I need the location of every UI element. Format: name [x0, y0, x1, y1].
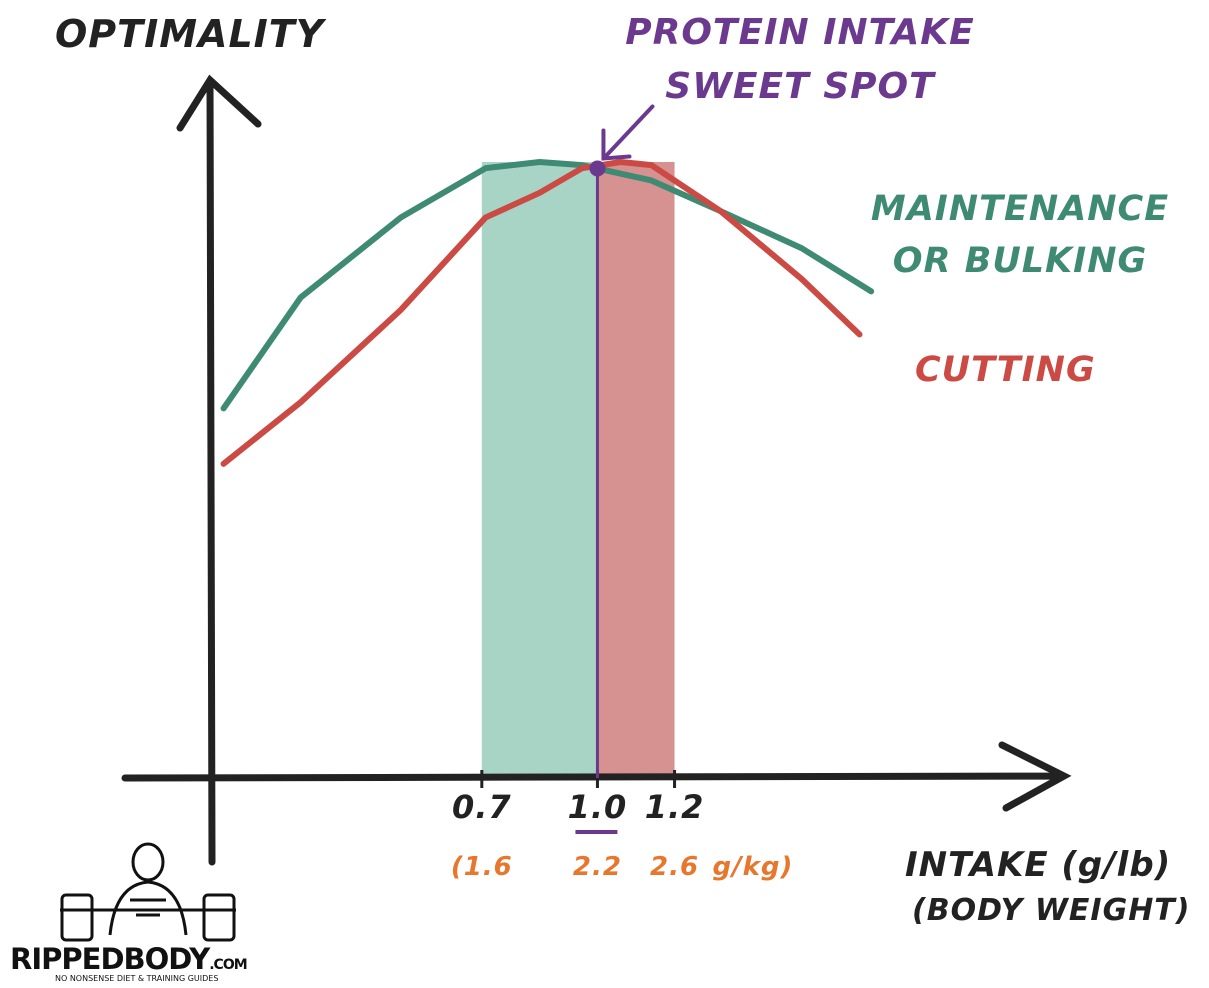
x-tick-label: 1.0 — [567, 788, 628, 826]
x-tick-label: 0.7 — [451, 788, 512, 826]
annotation: PROTEIN INTAKE SWEET SPOT — [625, 12, 975, 107]
logo-suffix: .COM — [209, 957, 247, 973]
x-axis-label: INTAKE (g/lb) — [905, 845, 1172, 885]
logo-plate — [60, 893, 94, 942]
band — [597, 162, 675, 778]
y-axis-label: OPTIMALITY — [55, 12, 325, 56]
legend-entry: CUTTING — [915, 350, 1096, 390]
logo-name: RIPPEDBODY — [10, 942, 210, 976]
x-tick-label-kg: 2.6 — [650, 852, 700, 882]
logo-figure — [60, 880, 236, 936]
x-tick-label: 1.2 — [644, 788, 705, 826]
y-axis — [176, 74, 262, 866]
logo-tagline: NO NONSENSE DIET & TRAINING GUIDES — [55, 974, 219, 983]
logo-plate — [202, 893, 236, 942]
x-axis — [121, 741, 1072, 812]
line-series — [220, 159, 875, 412]
sweet-spot-dot — [589, 160, 606, 177]
x-tick-unit: g/kg) — [712, 852, 794, 882]
x-axis-sublabel: (BODY WEIGHT) — [912, 893, 1191, 928]
annotation-arrow — [601, 104, 655, 161]
band — [481, 162, 598, 778]
logo-figure — [131, 842, 165, 882]
x-tick-label-kg: 2.2 — [572, 852, 622, 882]
logo: RIPPEDBODY.COM — [10, 942, 248, 976]
x-tick-label-kg: (1.6 — [450, 852, 513, 882]
legend-entry: MAINTENANCE OR BULKING — [870, 189, 1170, 281]
line-series — [220, 159, 863, 467]
